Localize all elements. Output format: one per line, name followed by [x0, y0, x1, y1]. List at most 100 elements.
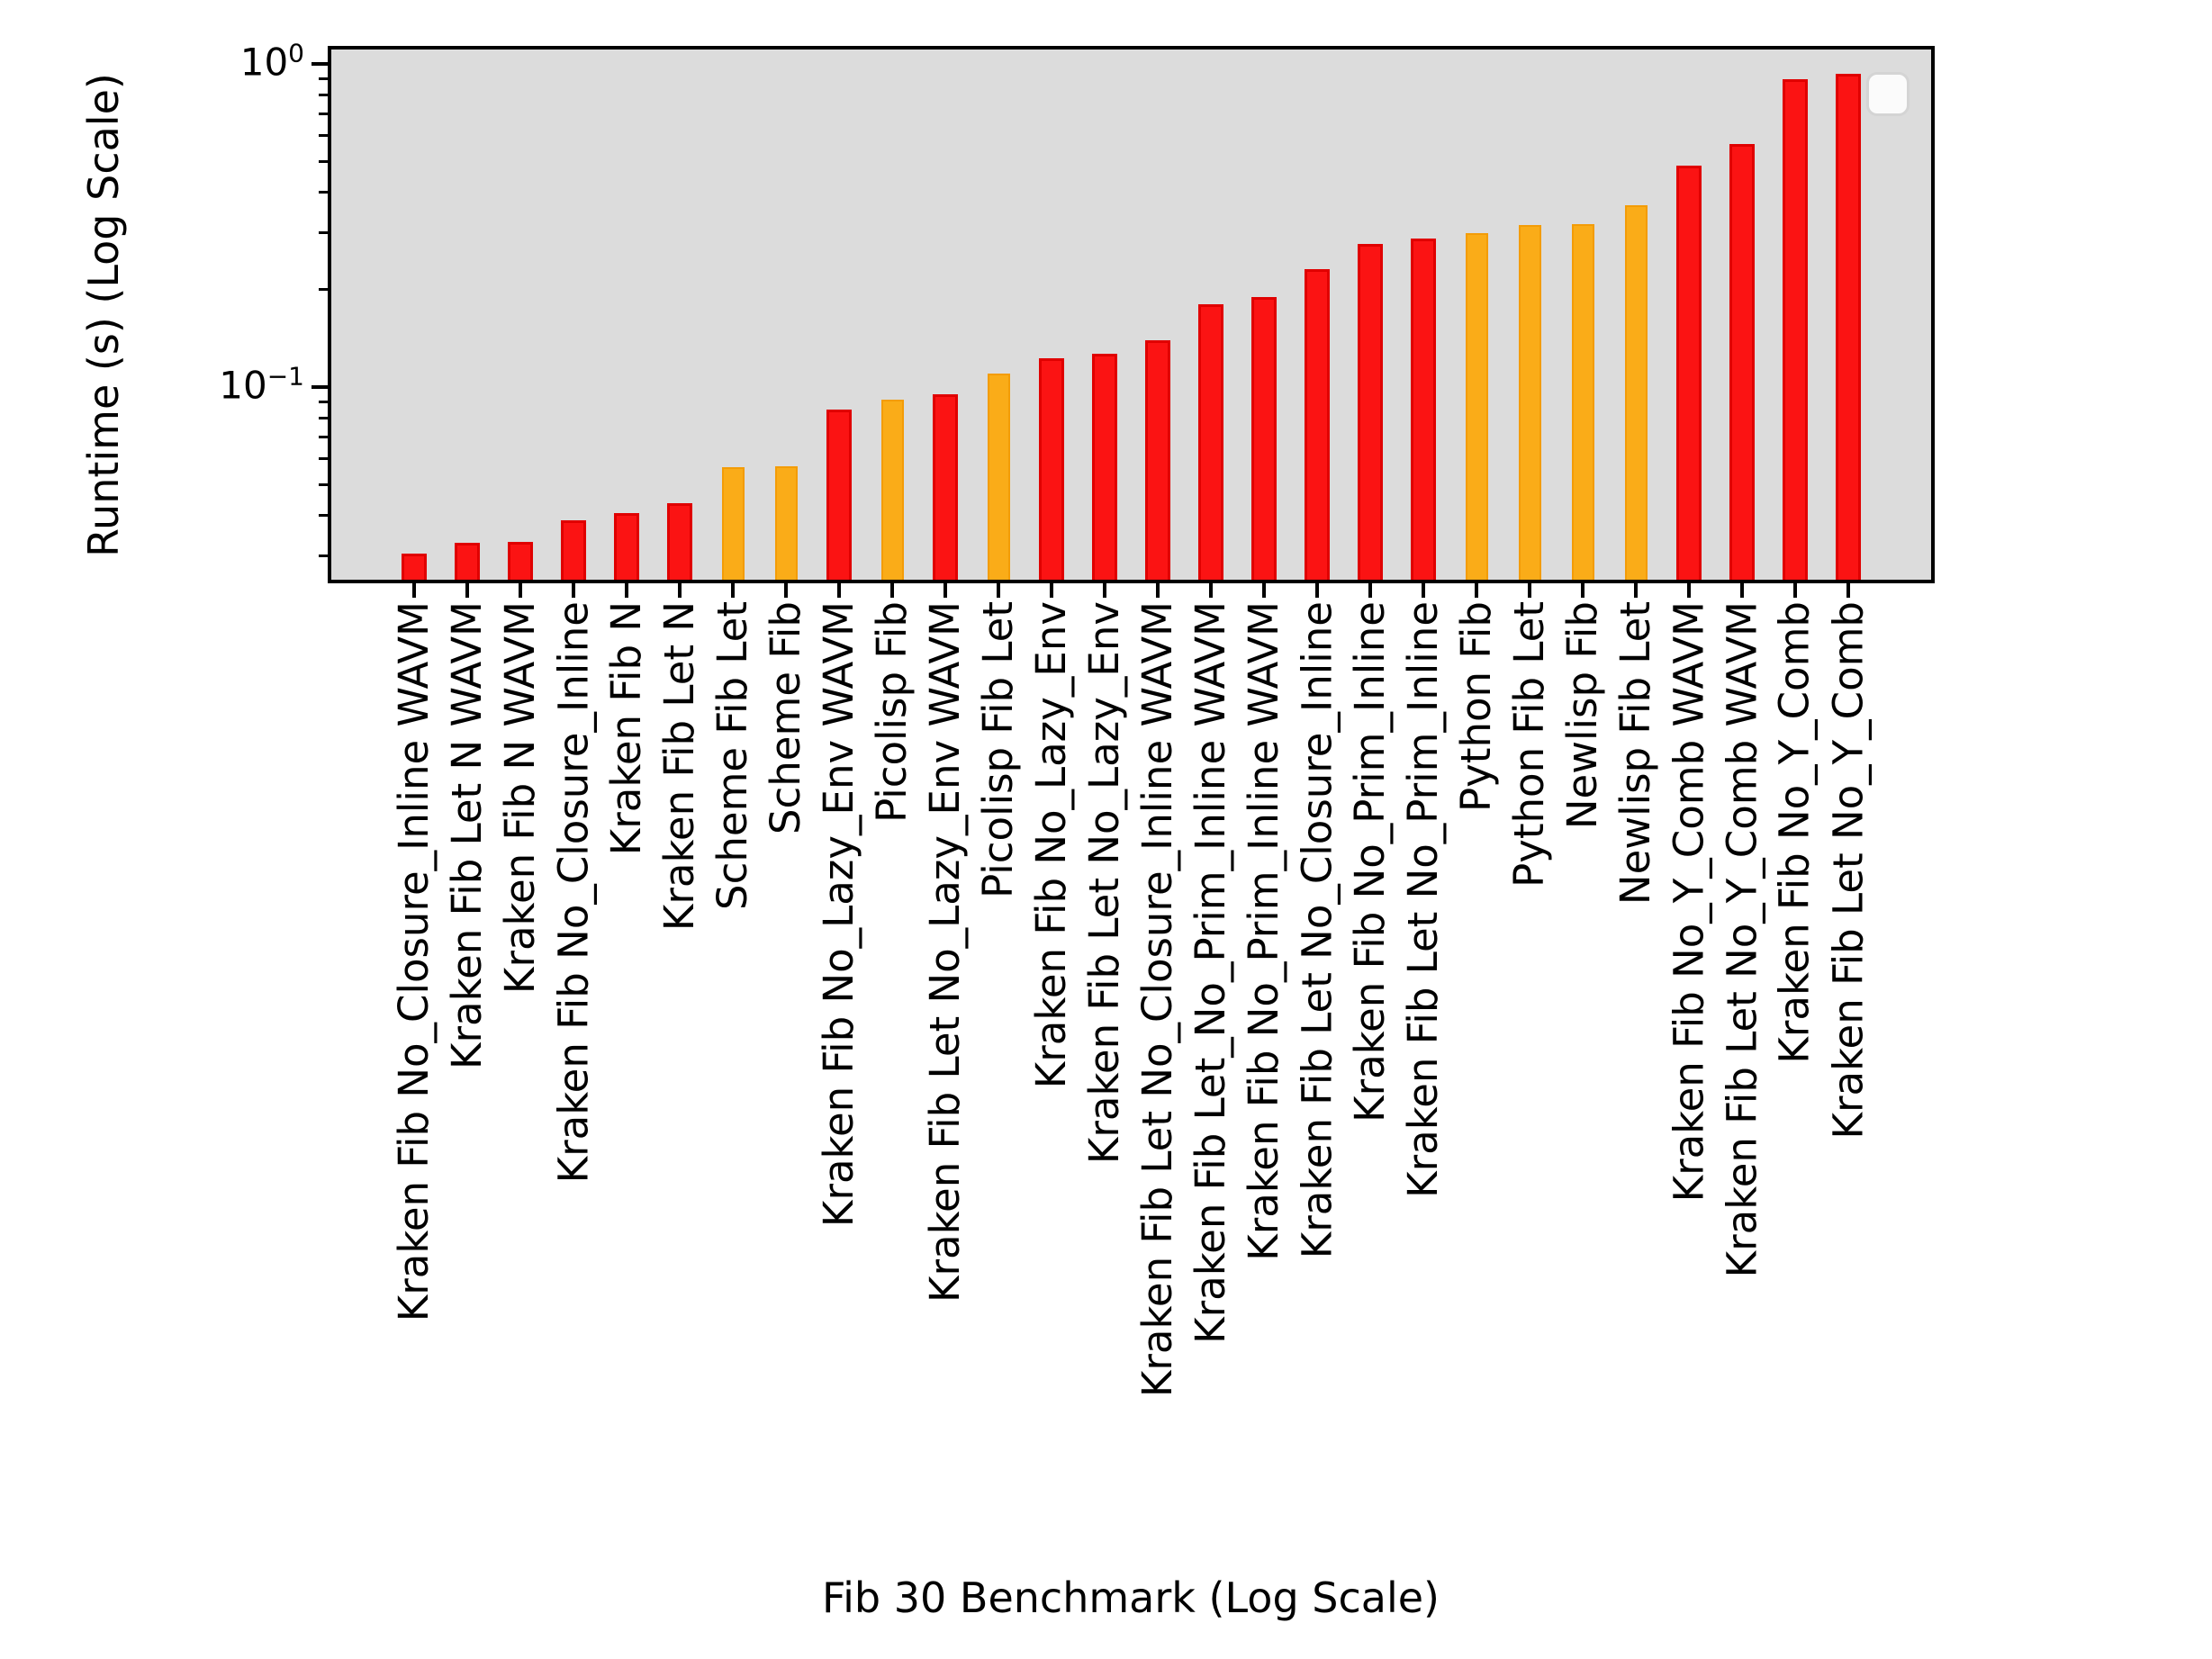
y-minor-tick	[319, 400, 330, 403]
bar	[1251, 296, 1277, 580]
y-minor-tick	[319, 134, 330, 138]
y-minor-tick	[319, 191, 330, 194]
x-tick	[1156, 582, 1160, 598]
x-tick	[625, 582, 628, 598]
x-tick-label: Kraken Fib Let N	[655, 601, 703, 932]
y-minor-tick	[319, 159, 330, 163]
y-minor-tick	[319, 113, 330, 116]
bar	[1729, 144, 1755, 580]
x-tick-label: Kraken Fib Let No_Y_Comb	[1824, 601, 1872, 1140]
x-tick-label: Kraken Fib No_Prim_Inline	[1346, 601, 1394, 1123]
bar	[1465, 232, 1488, 580]
bar	[455, 542, 480, 580]
x-tick-label: Kraken Fib Let No_Lazy_Env	[1080, 601, 1128, 1165]
x-tick	[890, 582, 894, 598]
y-minor-tick	[319, 514, 330, 518]
y-tick-label: 10−1	[219, 361, 304, 408]
x-tick	[572, 582, 575, 598]
bar	[402, 554, 427, 580]
x-tick-label: Kraken Fib No_Lazy_Env WAVM	[815, 601, 862, 1228]
y-axis-label: Runtime (s) (Log Scale)	[79, 73, 128, 557]
bar	[1518, 225, 1541, 580]
x-tick-label: Kraken Fib No_Y_Comb	[1771, 601, 1819, 1064]
x-tick	[1262, 582, 1266, 598]
x-tick-label: Kraken Fib N	[602, 601, 650, 856]
x-tick	[1368, 582, 1372, 598]
x-tick	[943, 582, 947, 598]
x-tick-label: Kraken Fib No_Y_Comb WAVM	[1665, 601, 1712, 1203]
y-minor-tick	[319, 417, 330, 420]
bar	[614, 513, 639, 580]
x-tick	[1103, 582, 1106, 598]
x-tick-label: Newlisp Fib Let	[1612, 601, 1659, 906]
y-minor-tick	[319, 231, 330, 235]
x-tick-label: Python Fib	[1452, 601, 1500, 812]
bar	[1676, 165, 1702, 580]
x-tick	[1793, 582, 1797, 598]
x-tick-label: Picolisp Fib Let	[974, 601, 1022, 898]
x-tick-label: Kraken Fib Let No_Closure_Inline WAVM	[1133, 601, 1181, 1398]
x-tick	[1475, 582, 1478, 598]
y-tick-label: 100	[239, 38, 304, 85]
x-tick-label: Kraken Fib No_Prim_Inline WAVM	[1240, 601, 1287, 1261]
bar	[721, 467, 745, 580]
y-minor-tick	[319, 555, 330, 558]
y-minor-tick	[319, 288, 330, 292]
bar	[1092, 353, 1117, 580]
x-tick-label: Kraken Fib No_Closure_Inline	[549, 601, 597, 1184]
x-tick	[784, 582, 788, 598]
bar	[1836, 73, 1861, 580]
x-tick-label: Kraken Fib Let No_Closure_Inline	[1293, 601, 1341, 1259]
x-tick	[1528, 582, 1531, 598]
bar	[667, 503, 692, 580]
x-tick-label: Python Fib Let	[1505, 601, 1553, 888]
x-tick	[997, 582, 1000, 598]
y-minor-tick	[319, 457, 330, 461]
x-tick-label: Kraken Fib Let No_Y_Comb WAVM	[1718, 601, 1765, 1278]
x-tick	[465, 582, 469, 598]
x-tick	[1422, 582, 1425, 598]
x-tick-label: Kraken Fib No_Lazy_Env	[1027, 601, 1075, 1089]
x-tick-label: Newlisp Fib	[1558, 601, 1606, 830]
x-tick-label: Kraken Fib Let No_Lazy_Env WAVM	[921, 601, 969, 1303]
y-major-tick	[311, 62, 330, 66]
y-minor-tick	[319, 482, 330, 486]
legend-box	[1866, 72, 1910, 116]
bar	[1624, 204, 1648, 580]
x-tick	[519, 582, 522, 598]
bar	[1571, 223, 1594, 580]
x-tick	[1846, 582, 1850, 598]
bar	[1783, 78, 1808, 580]
bar	[933, 393, 958, 580]
bar	[1411, 238, 1436, 580]
x-tick	[412, 582, 416, 598]
x-tick	[678, 582, 682, 598]
x-tick-label: Kraken Fib Let No_Prim_Inline	[1399, 601, 1447, 1198]
bar	[561, 520, 586, 580]
y-minor-tick	[319, 94, 330, 97]
x-axis-label: Fib 30 Benchmark (Log Scale)	[822, 1573, 1440, 1622]
x-tick	[1315, 582, 1319, 598]
bar	[987, 374, 1010, 580]
bar	[1145, 339, 1170, 580]
x-tick-label: Kraken Fib Let N WAVM	[443, 601, 491, 1069]
bar	[1039, 358, 1064, 580]
bar	[826, 409, 852, 580]
x-tick	[731, 582, 735, 598]
plot-area	[328, 46, 1935, 583]
bar	[1358, 243, 1383, 580]
x-tick	[1740, 582, 1744, 598]
x-tick	[1687, 582, 1691, 598]
bar	[774, 466, 798, 580]
bar	[880, 400, 904, 580]
x-tick-label: Kraken Fib Let_No_Prim_Inline WAVM	[1187, 601, 1234, 1344]
x-tick	[1050, 582, 1053, 598]
bar	[508, 541, 533, 580]
x-tick-label: Scheme Fib	[762, 601, 809, 835]
bar	[1305, 268, 1330, 580]
x-tick-label: Picolisp Fib	[868, 601, 916, 823]
y-minor-tick	[319, 436, 330, 439]
y-minor-tick	[319, 77, 330, 80]
x-tick	[1634, 582, 1638, 598]
